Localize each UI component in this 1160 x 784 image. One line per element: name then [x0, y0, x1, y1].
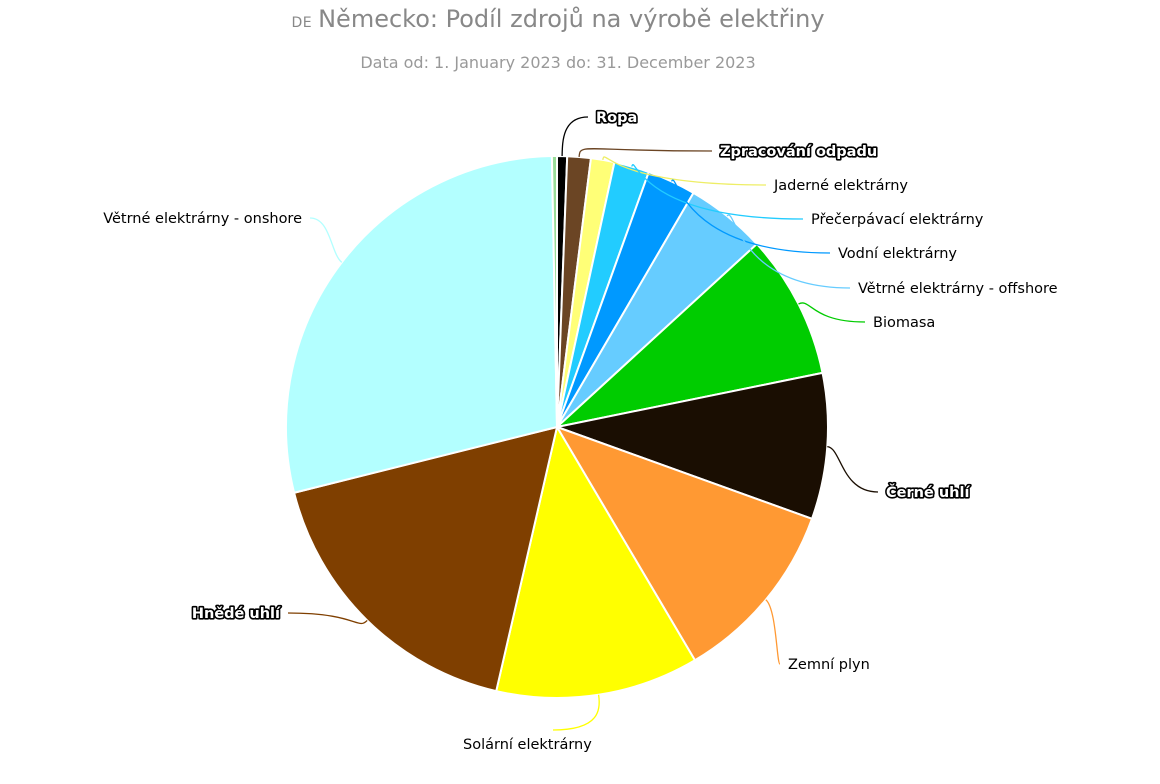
slice-ropa-label: Ropa [596, 110, 637, 126]
slice-ropa-connector [561, 116, 589, 157]
slice-vetrne-elektrarny-offshore-connector [726, 214, 851, 289]
label-connectors [287, 116, 879, 731]
slice-cerne-uhli[interactable] [556, 371, 829, 520]
slice-zpracovani-odpadu-connector [578, 148, 713, 157]
slice-vodni-elektrarny-connector [671, 179, 831, 254]
slice-biomasa-connector [798, 302, 866, 323]
slice-solarni-elektrarny-label: Solární elektrárny [463, 737, 592, 753]
slice-solarni-elektrarny[interactable] [495, 426, 696, 699]
slice-jaderne-elektrarny-label: Jaderné elektrárny [773, 178, 908, 194]
slice-hnede-uhli-connector [287, 612, 368, 625]
slice-vetrne-elektrarny-onshore-label: Větrné elektrárny - onshore [103, 211, 302, 227]
country-code: DE [291, 15, 313, 31]
slice-precerpavaci-elektrarny-label: Přečerpávací elektrárny [811, 212, 984, 228]
slice-labels: Ropa Zpracování odpadu Jaderné elektrárny P… [103, 108, 1058, 753]
slice-hnede-uhli-label: Hnědé uhlí [192, 606, 281, 622]
chart-title-text: Německo: Podíl zdrojů na výrobě elektřin… [318, 5, 825, 33]
slice-cerne-uhli-label: Černé uhlí [886, 483, 970, 501]
slice-zemni-plyn-label: Zemní plyn [788, 657, 870, 673]
chart-subtitle: Data od: 1. January 2023 do: 31. Decembe… [360, 53, 756, 72]
slice-biomasa-label: Biomasa [873, 315, 935, 331]
slice-precerpavaci-elektrarny-connector [631, 164, 804, 220]
slice-vodni-elektrarny-label: Vodní elektrárny [838, 246, 957, 262]
slice-zemni-plyn-connector [765, 599, 781, 665]
chart-title: DE Německo: Podíl zdrojů na výrobě elektř… [0, 5, 1116, 33]
slice-vetrne-elektrarny-offshore-label: Větrné elektrárny - offshore [858, 281, 1058, 297]
slice-other[interactable] [550, 155, 558, 428]
slice-solarni-elektrarny-connector [552, 694, 600, 731]
slice-jaderne-elektrarny-connector [602, 156, 767, 186]
slice-vetrne-elektrarny-onshore-connector [309, 217, 343, 263]
slice-zpracovani-odpadu-label: Zpracování odpadu [720, 144, 877, 160]
slice-biomasa[interactable] [556, 242, 824, 428]
slice-cerne-uhli-connector [827, 445, 879, 493]
pie-slices [285, 154, 829, 699]
